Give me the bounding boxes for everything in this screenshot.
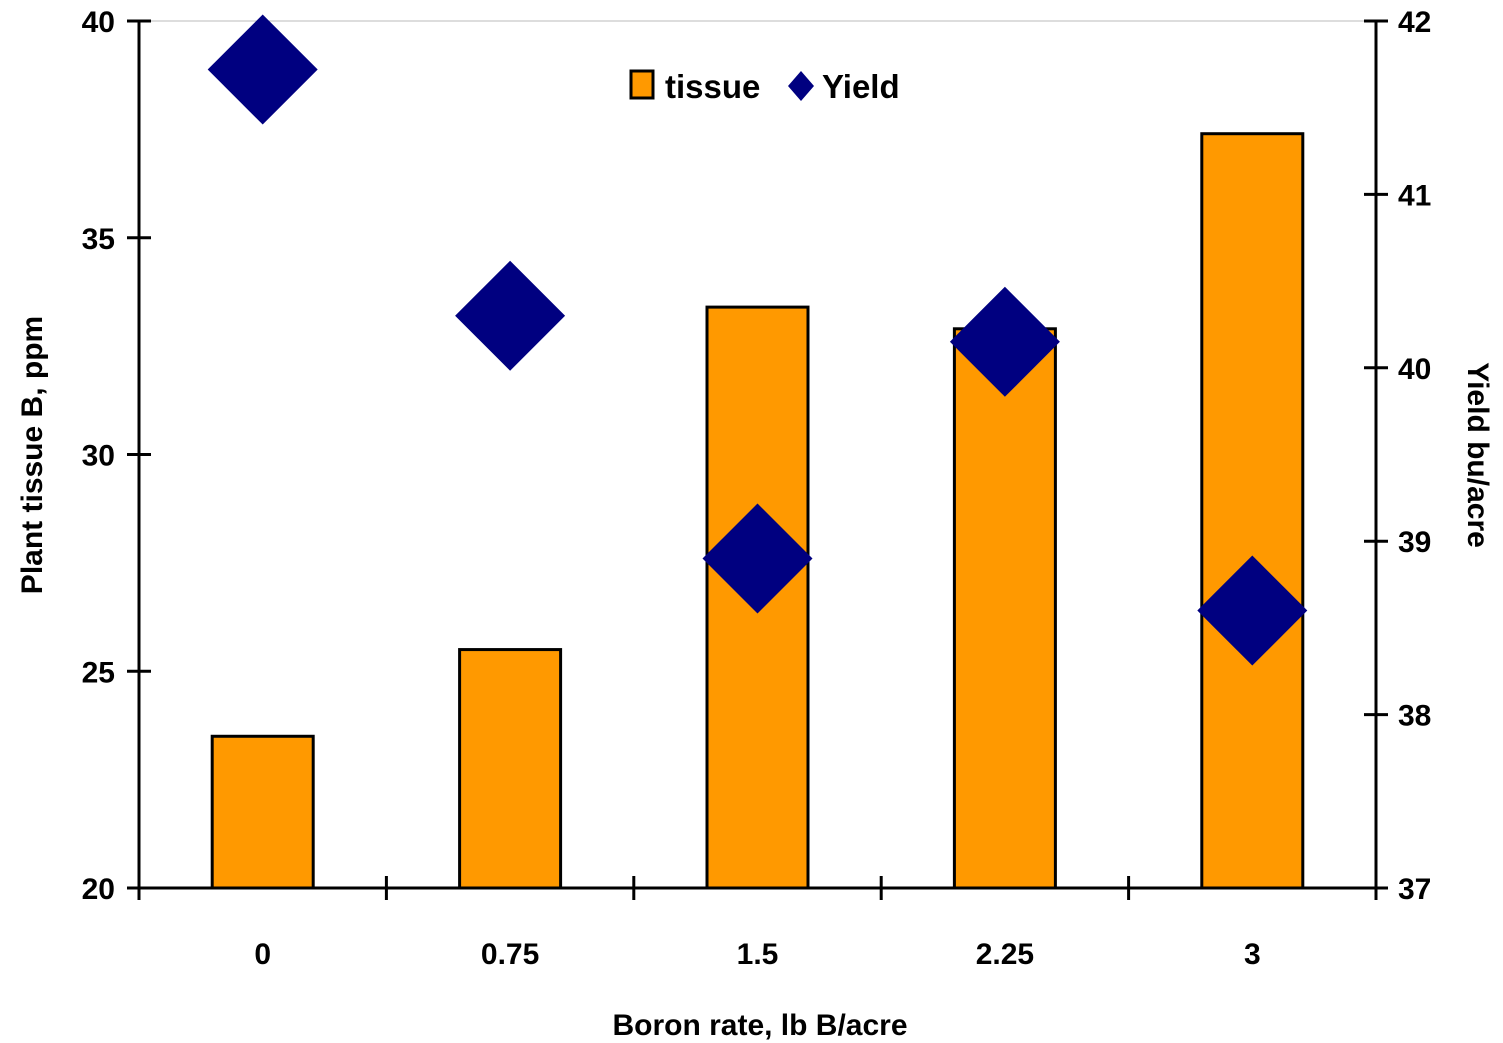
y2-tick-label-3: 40 — [1398, 353, 1431, 386]
legend: tissue Yield — [629, 68, 900, 105]
y2-tick-label-0: 37 — [1398, 873, 1431, 906]
y2-axis-title: Yield bu/acre — [1461, 362, 1494, 548]
legend-swatch-tissue — [629, 69, 655, 100]
marker-yield-0 — [207, 14, 318, 125]
x-tick-label-3: 2.25 — [976, 938, 1034, 971]
x-axis-title: Boron rate, lb B/acre — [612, 1009, 907, 1042]
y-tick-label-4: 40 — [82, 6, 115, 39]
marker-yield-1 — [455, 260, 566, 371]
legend-label-yield: Yield — [822, 68, 900, 105]
markers-layer — [207, 14, 1308, 666]
y-tick-label-2: 30 — [82, 440, 115, 473]
marker-yield-4 — [1197, 555, 1308, 666]
y2-tick-label-2: 39 — [1398, 526, 1431, 559]
bar-tissue-3 — [952, 327, 1057, 890]
bar-tissue-0 — [210, 734, 315, 890]
marker-yield-2 — [702, 503, 813, 614]
marker-yield-3 — [949, 286, 1060, 397]
y2-tick-label-1: 38 — [1398, 700, 1431, 733]
y-axis-title: Plant tissue B, ppm — [16, 316, 49, 594]
y-tick-label-0: 20 — [82, 873, 115, 906]
bar-tissue-1 — [458, 648, 563, 890]
legend-label-tissue: tissue — [665, 68, 760, 105]
y2-tick-label-4: 41 — [1398, 179, 1431, 212]
x-tick-label-4: 3 — [1244, 938, 1261, 971]
x-tick-label-1: 0.75 — [481, 938, 539, 971]
x-tick-label-0: 0 — [254, 938, 271, 971]
legend-marker-yield — [788, 71, 814, 101]
y-tick-label-3: 35 — [82, 223, 115, 256]
axes-layer — [127, 19, 1388, 900]
y2-tick-label-5: 42 — [1398, 6, 1431, 39]
bar-tissue-4 — [1200, 132, 1305, 890]
bars-layer — [210, 132, 1305, 890]
x-tick-label-2: 1.5 — [737, 938, 779, 971]
y-tick-label-1: 25 — [82, 656, 115, 689]
labels-layer: 20 25 30 35 40 37 38 39 40 41 42 0 0.75 1.5 2.25 3 — [82, 6, 1432, 971]
